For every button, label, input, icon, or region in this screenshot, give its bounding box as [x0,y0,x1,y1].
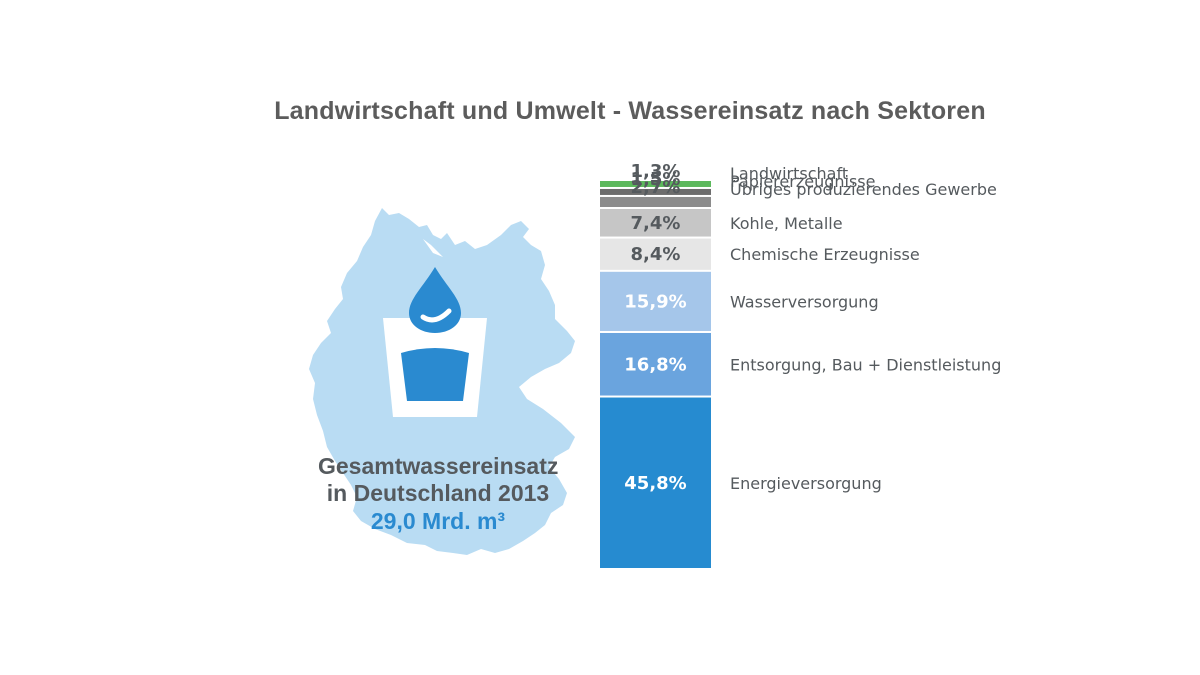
data-label: 15,9% [624,291,686,312]
category-label: Papiererzeugnisse [730,172,875,191]
data-label: 2,7% [631,177,681,198]
category-label: Übriges produzierendes Gewerbe [730,180,997,199]
data-label: 1,3% [631,161,681,182]
bar-segment [600,238,711,270]
water-drop-icon [409,267,461,333]
chart-title: Landwirtschaft und Umwelt - Wassereinsat… [274,97,986,125]
data-label: 8,4% [631,244,681,265]
bar-segment [600,332,711,396]
total-summary: Gesamtwassereinsatz in Deutschland 2013 … [318,453,558,535]
bar-segment [600,271,711,331]
data-label: 7,4% [631,213,681,234]
bar-segment [600,196,711,208]
data-label: 45,8% [624,473,686,494]
data-label: 1,5% [631,169,681,190]
water-glass-icon [383,318,487,417]
germany-map-icon [305,205,595,565]
total-value: 29,0 Mrd. m³ [370,508,506,534]
bar-segment [600,188,711,195]
category-label: Chemische Erzeugnisse [730,245,920,264]
category-label: Kohle, Metalle [730,214,843,233]
category-label: Wasserversorgung [730,292,879,311]
category-label: Landwirtschaft [730,164,848,183]
total-label-line1: Gesamtwassereinsatz [318,453,559,479]
bar-segment [600,209,711,237]
bar-segment [600,181,711,187]
category-label: Energieversorgung [730,474,882,493]
bar-segment [600,397,711,568]
category-label: Entsorgung, Bau + Dienstleistung [730,355,1001,374]
germany-map-svg [309,208,575,555]
data-label: 16,8% [624,354,686,375]
total-label-line2: in Deutschland 2013 [326,480,550,506]
